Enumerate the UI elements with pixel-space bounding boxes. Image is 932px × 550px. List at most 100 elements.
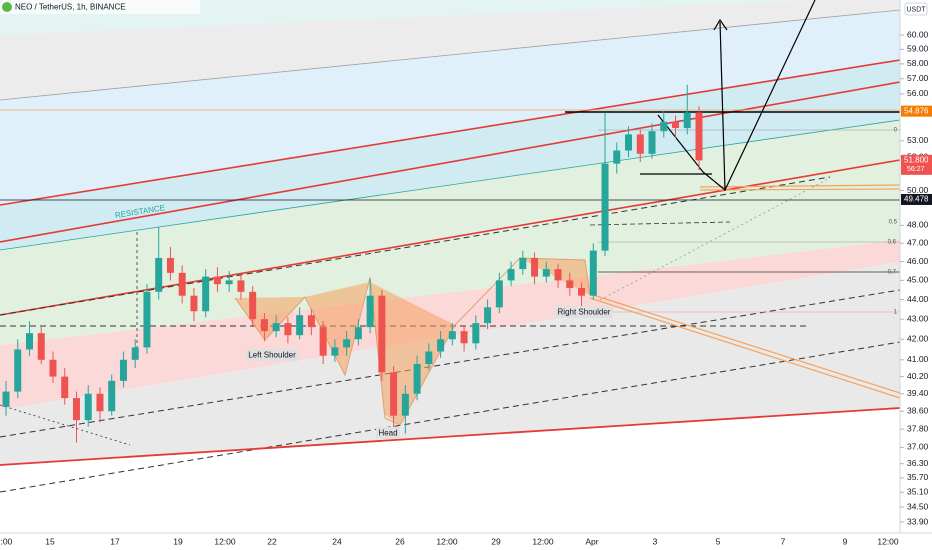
x-tick-label: 3	[653, 536, 658, 546]
currency-box	[904, 2, 928, 16]
candle-body	[401, 393, 409, 416]
candle-body	[437, 339, 445, 352]
candle-body	[119, 359, 127, 381]
x-tick-label: 15	[45, 536, 55, 546]
y-tick-label: 37.00	[907, 442, 929, 452]
x-tick-label: 22	[267, 536, 277, 546]
y-tick-label: 47.00	[907, 238, 929, 248]
red-line	[0, 159, 901, 316]
candle-body	[636, 134, 644, 154]
y-tick-label: 37.80	[907, 423, 929, 433]
candle-body	[61, 376, 69, 399]
candle-body	[343, 339, 351, 348]
y-tick-label: 57.00	[907, 73, 929, 83]
candle-body	[425, 351, 433, 364]
candle-body	[260, 319, 268, 332]
x-tick-label: 17	[110, 536, 120, 546]
candle-body	[237, 280, 245, 292]
candle-body	[390, 372, 398, 416]
y-tick-label: 45.00	[907, 275, 929, 285]
band-blue	[0, 10, 900, 205]
candle-body	[531, 257, 539, 277]
time-axis	[0, 533, 932, 550]
candle-body	[354, 327, 362, 340]
price-label-box	[901, 105, 932, 117]
orange-line	[699, 188, 901, 191]
candle-body	[542, 269, 550, 277]
y-tick-label: 41.00	[907, 354, 929, 364]
candle-body	[378, 295, 386, 373]
y-tick-label: 58.00	[907, 58, 929, 68]
candle-body	[131, 347, 139, 360]
y-tick-label: 56.00	[907, 88, 929, 98]
candle-body	[37, 333, 45, 360]
y-tick-label: 50.00	[907, 185, 929, 195]
candle-body	[331, 347, 339, 356]
candle-body	[84, 393, 92, 421]
projection-line	[657, 0, 816, 191]
candle-body	[601, 163, 609, 251]
price-label: 51.800	[904, 155, 929, 164]
candle-body	[178, 272, 186, 296]
candle-body	[460, 331, 468, 344]
price-axis	[900, 0, 932, 550]
y-tick-label: 39.40	[907, 388, 929, 398]
candle-body	[695, 112, 703, 161]
candle-body	[507, 269, 515, 281]
x-tick-label: 12:00	[877, 536, 899, 546]
price-label-box	[901, 154, 932, 175]
candle-body	[108, 380, 116, 412]
candle-body	[202, 276, 210, 312]
candle-body	[25, 333, 33, 350]
candle-body	[143, 291, 151, 348]
candle-body	[566, 280, 574, 289]
band-green	[0, 120, 900, 345]
candle-body	[683, 112, 691, 129]
y-tick-label: 48.00	[907, 220, 929, 230]
orange-line	[699, 184, 901, 188]
candle-body	[613, 150, 621, 164]
red-line	[0, 59, 901, 206]
label-box	[246, 349, 299, 361]
fib-label: 0	[894, 128, 898, 134]
y-tick-label: 44.00	[907, 294, 929, 304]
x-tick-label: 29	[491, 536, 501, 546]
y-tick-label: 36.30	[907, 458, 929, 468]
dotted-line	[599, 177, 831, 301]
red-line	[0, 81, 901, 243]
x-tick-label: 2:00	[0, 536, 13, 546]
candle-body	[448, 331, 456, 340]
fib-label: 0.5	[889, 220, 898, 226]
x-tick-label: 24	[332, 536, 342, 546]
y-tick-label: 34.50	[907, 501, 929, 511]
y-tick-label: 38.60	[907, 405, 929, 415]
label-box	[376, 427, 400, 439]
y-tick-label: 43.00	[907, 313, 929, 323]
band-gray-top	[0, 0, 900, 100]
candle-body	[166, 257, 174, 273]
candle-body	[413, 363, 421, 394]
drawings	[0, 0, 901, 493]
price-countdown: 56:27	[907, 166, 925, 173]
candle-body	[307, 315, 315, 328]
x-tick-label: 19	[173, 536, 183, 546]
x-tick-label: 7	[781, 536, 786, 546]
dashed-line	[0, 289, 901, 438]
candle-body	[49, 359, 57, 377]
price-label: 49.478	[904, 195, 929, 204]
x-tick-label: 5	[716, 536, 721, 546]
candle-body	[648, 131, 656, 154]
candle-body	[472, 323, 480, 344]
y-tick-label: 53.00	[907, 135, 929, 145]
candle-body	[625, 134, 633, 151]
candle-body	[672, 121, 680, 129]
x-tick-label: 12:00	[532, 536, 554, 546]
orange-line	[589, 297, 901, 399]
symbol-logo	[2, 2, 12, 12]
dashed-line	[589, 221, 731, 226]
y-tick-label: 42.00	[907, 333, 929, 343]
fib-label: 1	[894, 310, 898, 316]
pattern-outline	[234, 257, 591, 426]
